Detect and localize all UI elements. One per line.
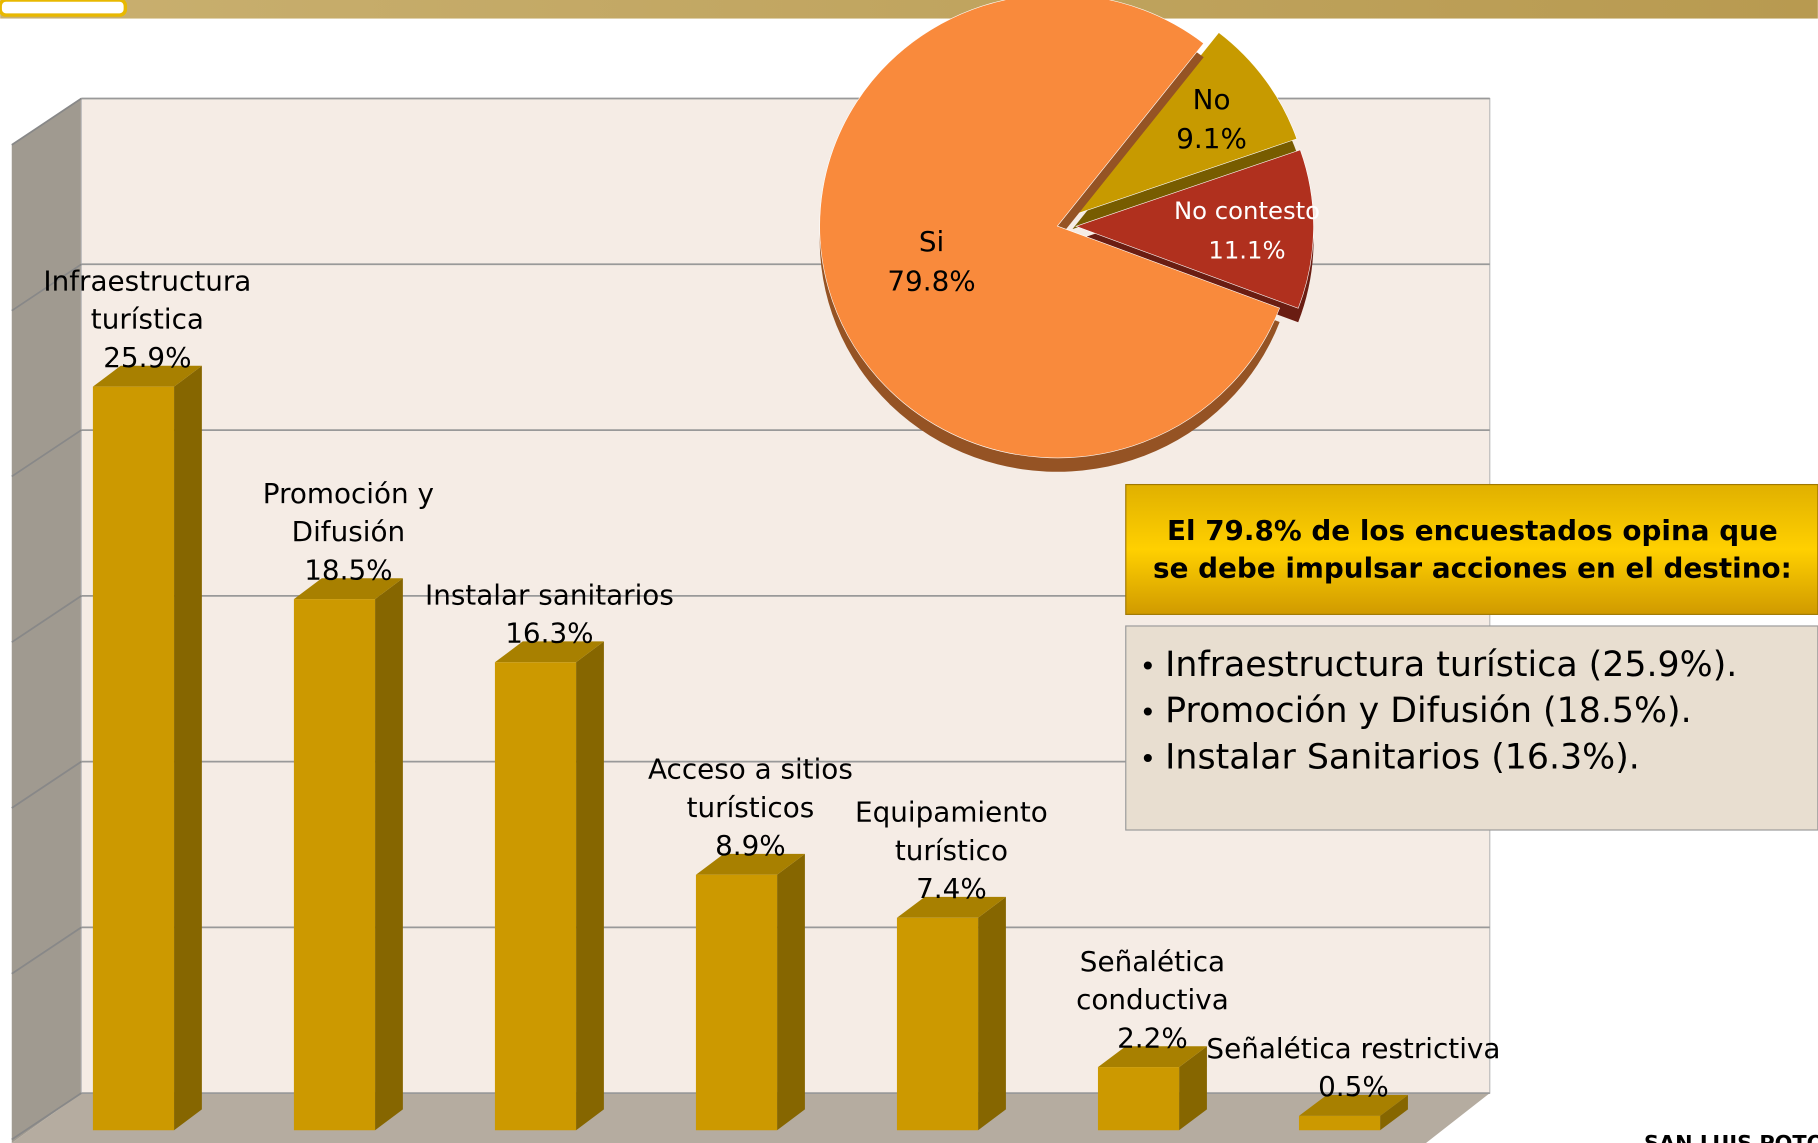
category-label: Infraestructura	[43, 264, 251, 297]
category-label: Promoción y	[263, 477, 434, 510]
logo	[0, 0, 128, 17]
category-label: Señalética restrictiva	[1206, 1032, 1500, 1065]
bar-side	[375, 578, 403, 1131]
pie-chart: No 9.1% No contesto 11.1% Si 79.8%	[819, 0, 1320, 472]
grid-line	[11, 760, 82, 809]
bullet: •	[1140, 743, 1156, 776]
value-label: 16.3%	[505, 617, 593, 650]
pie-category-label: Si	[919, 225, 944, 258]
bar-top	[896, 896, 1006, 918]
bar-side	[777, 853, 805, 1131]
bar	[1298, 1115, 1381, 1131]
grid-line	[11, 429, 82, 478]
grid-line	[11, 595, 82, 643]
footer-logo-text: SAN LUIS POTO	[1644, 1131, 1818, 1143]
category-label: Acceso a sitios	[648, 753, 853, 786]
pie-slice	[819, 0, 1281, 459]
pie-category-label: No contesto	[1174, 196, 1320, 225]
callout-header	[1125, 483, 1818, 615]
bar	[92, 386, 175, 1131]
pie-slice	[1071, 32, 1298, 216]
bar-side	[1179, 1046, 1207, 1131]
callout-title: se debe impulsar acciones en el destino:	[1153, 551, 1792, 584]
pie-slice	[1075, 149, 1314, 309]
bar-side	[576, 641, 604, 1131]
bar-top	[1298, 1095, 1408, 1116]
callout-item: Promoción y Difusión (18.5%).	[1165, 691, 1692, 731]
top-bar	[0, 0, 1818, 19]
bar	[293, 599, 376, 1131]
value-label: 18.5%	[304, 553, 392, 586]
bar	[1097, 1067, 1180, 1131]
value-label: 2.2%	[1117, 1021, 1188, 1054]
value-label: 8.9%	[715, 829, 786, 862]
pie-category-label: No	[1193, 83, 1231, 116]
callout-item: Instalar Sanitarios (16.3%).	[1165, 738, 1640, 778]
callout-title: El 79.8% de los encuestados opina que	[1167, 514, 1778, 547]
callout-body	[1125, 625, 1818, 831]
category-label: turísticos	[687, 791, 815, 824]
bar	[695, 874, 778, 1131]
category-label: Difusión	[292, 515, 405, 548]
value-label: 7.4%	[916, 872, 987, 905]
bar-top	[1097, 1046, 1207, 1068]
bullet: •	[1140, 696, 1156, 729]
bar	[896, 917, 979, 1131]
bar-top	[695, 853, 805, 875]
bar-side	[978, 896, 1006, 1131]
side-wall	[11, 98, 82, 1143]
category-label: turístico	[895, 834, 1008, 867]
value-label: 0.5%	[1318, 1070, 1389, 1103]
category-label: Señalética	[1080, 945, 1225, 978]
category-label: Instalar sanitarios	[425, 578, 674, 611]
bullet: •	[1140, 650, 1156, 683]
callout: El 79.8% de los encuestados opina que se…	[1125, 483, 1818, 831]
bar	[494, 662, 577, 1131]
pie-value-label: 79.8%	[887, 265, 975, 298]
pie-value-label: 11.1%	[1208, 236, 1285, 265]
bar-top	[92, 365, 202, 387]
category-label: conductiva	[1076, 983, 1229, 1016]
bar-top	[293, 578, 403, 600]
category-label: Equipamiento	[855, 796, 1048, 829]
bar-side	[174, 365, 202, 1131]
grid-line	[11, 926, 82, 975]
value-label: 25.9%	[103, 341, 191, 374]
grid-line	[11, 97, 82, 146]
bar-side	[1380, 1095, 1408, 1131]
callout-item: Infraestructura turística (25.9%).	[1165, 645, 1737, 685]
grid-line	[11, 263, 82, 312]
category-label: turística	[91, 303, 204, 336]
bar-top	[494, 641, 604, 663]
pie-value-label: 9.1%	[1176, 122, 1247, 155]
grid-line	[11, 1092, 82, 1141]
